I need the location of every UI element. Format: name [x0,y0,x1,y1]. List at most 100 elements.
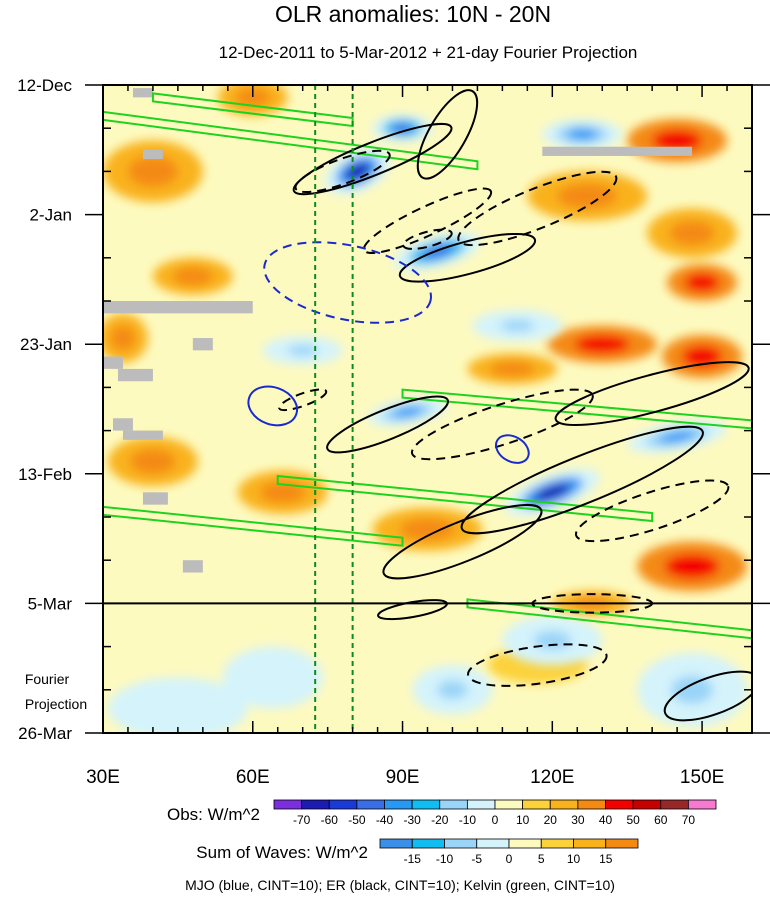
colorbar-swatch [522,799,551,810]
colorbar-swatch [411,799,441,810]
x-tick-label: 60E [236,767,270,788]
x-tick-label: 30E [86,767,120,788]
missing-data-patch [122,430,163,440]
er-contour-negative [574,479,730,543]
colorbar-level: 10 [567,852,581,866]
obs-positive-core [172,267,213,286]
obs-negative-anomaly [658,430,696,443]
colorbar-level: -40 [376,813,394,827]
x-tick-label: 150E [680,767,724,788]
colorbar-swatch [577,799,606,810]
colorbar-level: -15 [404,852,422,866]
missing-data-patch [142,492,168,505]
y-axis: 12-Dec 2-Jan 23-Jan 13-Feb 5-Mar 26-Mar [17,76,770,743]
kelvin-contour [103,505,404,547]
er-contour-negative [457,170,618,247]
colorbar-level: -60 [321,813,339,827]
y-tick-label: 23-Jan [20,335,72,354]
missing-data-patch [103,301,253,314]
y-tick-label: 12-Dec [17,76,72,95]
x-tick-label: 90E [386,767,420,788]
obs-colorbar: Obs: W/m^2 -70 -60 -50 -40 -30 -20 -10 0 10 20 30 4… [167,799,717,827]
colorbar-level: 20 [544,813,558,827]
y-tick-label: 26-Mar [18,724,72,743]
mjo-contour-positive [263,241,432,324]
obs-negative-anomaly [437,680,468,700]
missing-data-patch [182,560,203,573]
er-wave-contours [278,89,752,722]
colorbar-swatch [687,799,717,810]
colorbar-level: 0 [492,813,499,827]
obs-negative-anomaly [500,319,535,332]
colorbar-swatch [549,799,579,810]
mjo-contour-negative [495,434,530,464]
missing-data-patch [132,88,153,98]
colorbar-level: -30 [403,813,421,827]
colorbar-level: 30 [571,813,585,827]
chart-title: OLR anomalies: 10N - 20N [275,1,551,27]
x-tick-label: 120E [530,767,574,788]
colorbar-swatch [605,799,634,810]
missing-data-patch [117,368,153,382]
colorbar-swatch [328,799,358,810]
colorbar-swatch [439,799,468,810]
er-contour-positive [398,232,537,283]
obs-positive-core [669,220,715,246]
obs-negative-anomaly [534,483,571,502]
colorbar-swatch [573,838,607,849]
obs-negative-anomaly [392,406,423,418]
obs-positive-core [557,183,618,209]
colorbar-swatch [494,799,524,810]
er-contour-positive [663,670,752,722]
colorbar-swatch [384,799,413,810]
y-tick-label: 2-Jan [29,206,72,225]
obs-negative-anomaly [671,675,713,704]
obs-positive-core [684,273,720,292]
obs-positive-core [489,361,535,377]
obs-positive-core [110,325,136,351]
obs-positive-core [260,481,306,504]
er-contour-positive [292,122,453,196]
colorbar-swatch [540,838,574,849]
projection-label-line2: Projection [25,696,87,712]
obs-negative-anomaly [151,696,205,721]
plot-area [103,85,752,733]
missing-data-patch [192,338,213,351]
er-contour-positive [382,503,543,580]
mjo-contour-negative [247,385,299,427]
colorbar-swatch [273,799,303,810]
er-contour-negative [294,149,391,194]
obs-positive-core [235,88,271,107]
er-contour-positive [416,89,479,180]
colorbar-level: -5 [471,852,482,866]
colorbar-swatch [301,799,330,810]
colorbar-swatch [632,799,662,810]
kelvin-contour [151,92,354,128]
kelvin-contour [276,474,654,523]
colorbar-level: 0 [506,852,513,866]
mjo-contours [247,241,530,464]
reference-longitude-lines [314,85,354,733]
colorbar-swatch [411,838,445,849]
colorbar-level: 10 [516,813,530,827]
missing-data-patch [103,356,123,369]
er-contour-negative [362,187,493,254]
colorbar-swatch [356,799,385,810]
obs-negative-anomaly [287,344,318,356]
obs-colorbar-label: Obs: W/m^2 [167,805,260,824]
colorbar-swatch [466,799,496,810]
obs-positive-core [574,334,630,354]
colorbar-level: 40 [599,813,613,827]
missing-data-patch [542,146,693,156]
missing-data-patches [103,88,693,573]
er-contour-negative [278,388,328,412]
colorbar-swatch [605,838,639,849]
colorbar-swatch [660,799,689,810]
colorbar-level: 70 [682,813,696,827]
er-contour-negative [410,388,594,461]
colorbar-level: -50 [348,813,366,827]
waves-colorbar: Sum of Waves: W/m^2 -15 -10 -5 0 5 10 15 [196,838,639,866]
colorbar-level: -70 [293,813,311,827]
colorbar-level: 50 [626,813,640,827]
